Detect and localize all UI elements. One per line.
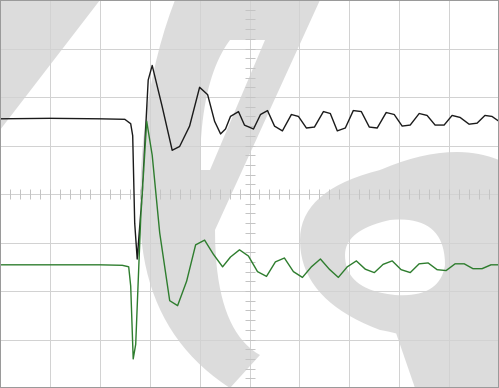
trace-2 xyxy=(0,120,499,360)
trace-1 xyxy=(0,64,499,260)
watermark-g-tail xyxy=(395,330,470,388)
traces xyxy=(0,64,499,360)
